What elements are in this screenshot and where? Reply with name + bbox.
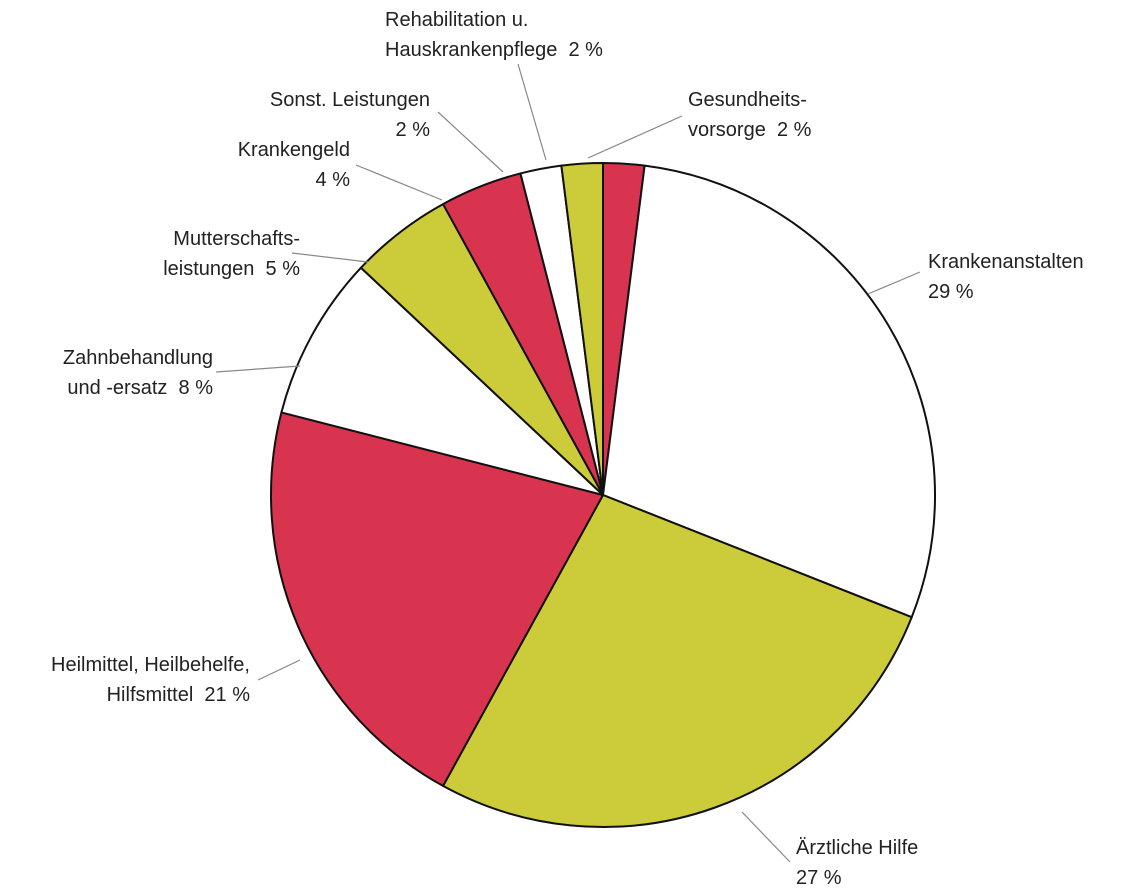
value-label: 2 % bbox=[568, 39, 603, 61]
category-name: Rehabilitation u. Hauskrankenpflege bbox=[385, 9, 558, 61]
category-name: Krankengeld bbox=[237, 139, 350, 161]
leader-line bbox=[867, 271, 921, 295]
slice-label: Mutterschafts- leistungen 5 % bbox=[163, 224, 300, 284]
slice-label: Rehabilitation u. Hauskrankenpflege 2 % bbox=[385, 5, 603, 65]
category-name: Gesundheits- vorsorge bbox=[688, 89, 807, 141]
category-name: Zahnbehandlung und -ersatz bbox=[62, 347, 213, 399]
leader-line bbox=[741, 811, 791, 863]
leader-line bbox=[291, 252, 369, 263]
slice-label: Krankenanstalten 29 % bbox=[928, 247, 1084, 307]
value-label: 2 % bbox=[395, 119, 430, 141]
value-label: 27 % bbox=[796, 867, 842, 889]
value-label: 29 % bbox=[928, 281, 974, 303]
leader-line bbox=[517, 63, 547, 161]
category-name: Krankenanstalten bbox=[928, 251, 1084, 273]
slice-label: Zahnbehandlung und -ersatz 8 % bbox=[63, 343, 213, 403]
leader-line bbox=[257, 659, 301, 681]
leader-line bbox=[437, 111, 504, 173]
category-name: Mutterschafts- leistungen bbox=[163, 228, 300, 280]
pie-slice bbox=[602, 164, 936, 619]
category-name: Heilmittel, Heilbehelfe, Hilfsmittel bbox=[51, 654, 250, 706]
slice-label: Sonst. Leistungen 2 % bbox=[270, 85, 430, 145]
leader-line bbox=[215, 365, 301, 373]
category-name: Ärztliche Hilfe bbox=[796, 837, 919, 859]
value-label: 2 % bbox=[776, 119, 812, 141]
slice-label: Heilmittel, Heilbehelfe, Hilfsmittel 21 … bbox=[51, 650, 250, 710]
value-label: 21 % bbox=[204, 684, 250, 706]
pie-slice bbox=[442, 494, 913, 828]
slice-label: Ärztliche Hilfe 27 % bbox=[796, 833, 918, 889]
category-name: Sonst. Leistungen bbox=[269, 89, 430, 111]
value-label: 4 % bbox=[315, 169, 350, 191]
pie-slice bbox=[560, 162, 604, 496]
pie-slice bbox=[280, 266, 604, 496]
leader-line bbox=[587, 115, 683, 159]
value-label: 5 % bbox=[265, 258, 300, 280]
leader-line bbox=[355, 164, 443, 201]
slice-label: Krankengeld 4 % bbox=[238, 135, 350, 195]
value-label: 8 % bbox=[178, 377, 213, 399]
pie-slice bbox=[270, 411, 604, 787]
slice-label: Gesundheits- vorsorge 2 % bbox=[688, 85, 811, 145]
